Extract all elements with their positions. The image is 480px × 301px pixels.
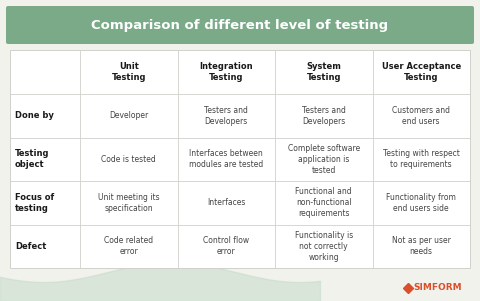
Text: Integration
Testing: Integration Testing — [199, 62, 253, 82]
Text: Customers and
end users: Customers and end users — [392, 106, 450, 126]
Text: Code related
error: Code related error — [104, 236, 153, 256]
Text: SIMFORM: SIMFORM — [414, 284, 462, 293]
FancyBboxPatch shape — [6, 6, 474, 44]
Text: Testing
object: Testing object — [15, 149, 49, 169]
Text: Comparison of different level of testing: Comparison of different level of testing — [91, 18, 389, 32]
Text: Unit meeting its
specification: Unit meeting its specification — [98, 193, 159, 213]
Text: Testers and
Developers: Testers and Developers — [302, 106, 346, 126]
Text: Testers and
Developers: Testers and Developers — [204, 106, 248, 126]
Text: Complete software
application is
tested: Complete software application is tested — [288, 144, 360, 175]
Text: Developer: Developer — [109, 111, 148, 120]
Text: System
Testing: System Testing — [306, 62, 341, 82]
Text: Interfaces between
modules are tested: Interfaces between modules are tested — [189, 149, 264, 169]
Text: User Acceptance
Testing: User Acceptance Testing — [382, 62, 461, 82]
Text: Functionality from
end users side: Functionality from end users side — [386, 193, 456, 213]
FancyBboxPatch shape — [10, 50, 470, 268]
Text: Defect: Defect — [15, 242, 47, 251]
Text: Focus of
testing: Focus of testing — [15, 193, 54, 213]
Text: Done by: Done by — [15, 111, 54, 120]
Text: Functional and
non-functional
requirements: Functional and non-functional requiremen… — [295, 187, 352, 218]
Text: Control flow
error: Control flow error — [203, 236, 249, 256]
Text: Not as per user
needs: Not as per user needs — [392, 236, 451, 256]
Text: Interfaces: Interfaces — [207, 198, 245, 207]
Text: Code is tested: Code is tested — [101, 155, 156, 164]
Text: Functionality is
not correctly
working: Functionality is not correctly working — [295, 231, 353, 262]
Text: Unit
Testing: Unit Testing — [111, 62, 146, 82]
Text: Testing with respect
to requirements: Testing with respect to requirements — [383, 149, 460, 169]
